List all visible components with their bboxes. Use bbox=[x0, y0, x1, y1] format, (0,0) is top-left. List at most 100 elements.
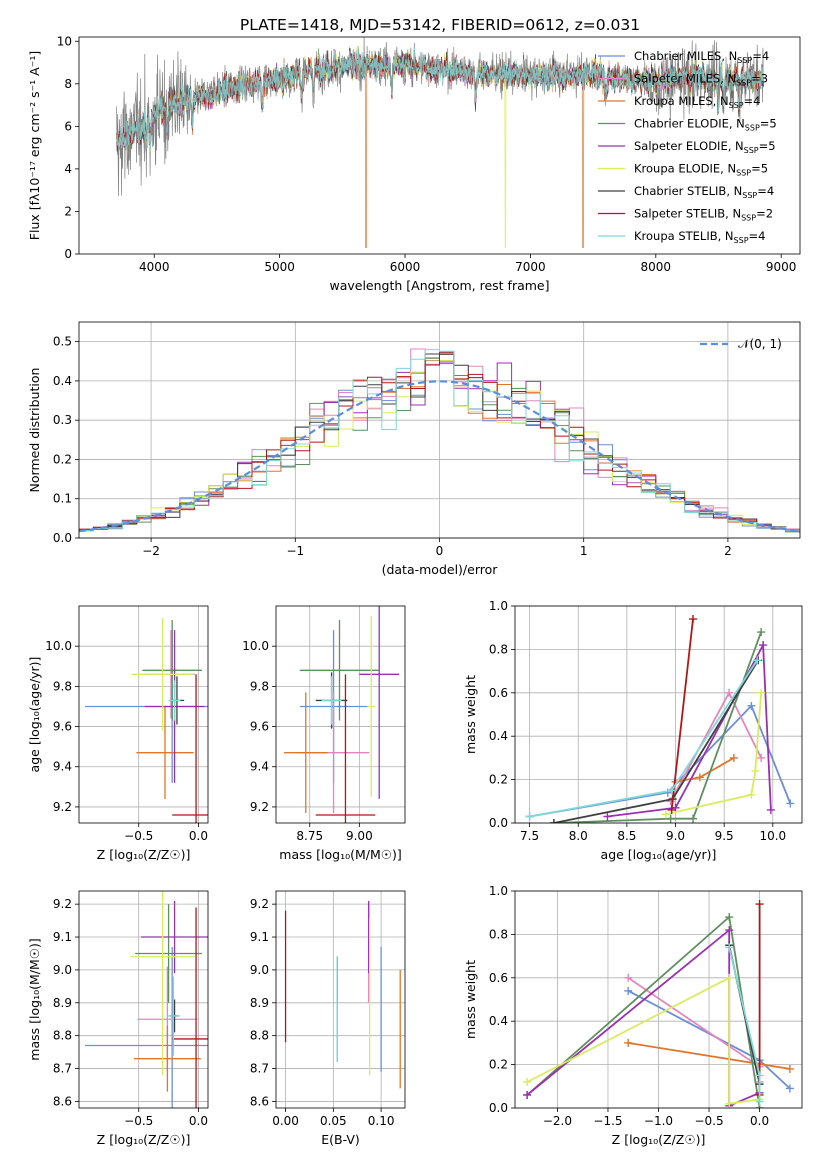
legend-label: Salpeter ELODIE, NSSP=5 bbox=[634, 139, 776, 155]
data-point-marker bbox=[766, 805, 775, 814]
mass-weight-line bbox=[526, 928, 760, 1108]
data-point-marker bbox=[523, 1090, 532, 1099]
data-point-marker bbox=[725, 688, 734, 697]
y-tick-label: 9.0 bbox=[250, 963, 269, 977]
data-point-marker bbox=[755, 1097, 764, 1106]
data-point-marker bbox=[624, 973, 633, 982]
y-tick-label: 0.4 bbox=[489, 1014, 508, 1028]
data-point-marker bbox=[689, 615, 698, 624]
y-tick-label: 9.8 bbox=[53, 679, 72, 693]
data-point-marker bbox=[755, 900, 764, 909]
legend-label: Kroupa STELIB, NSSP=4 bbox=[634, 229, 765, 245]
x-axis-label: E(B-V) bbox=[321, 1132, 360, 1147]
y-tick-label: 8.8 bbox=[250, 1029, 269, 1043]
x-tick-label: 0.10 bbox=[368, 1114, 395, 1128]
histogram-kroupa-stelib bbox=[79, 349, 800, 533]
y-tick-label: 9.0 bbox=[53, 963, 72, 977]
x-tick-label: 0.0 bbox=[750, 1114, 769, 1128]
y-tick-label: 9.4 bbox=[250, 760, 269, 774]
y-tick-label: 0.3 bbox=[53, 413, 72, 427]
y-tick-label: 0.2 bbox=[489, 773, 508, 787]
legend-subscript: SSP bbox=[744, 146, 759, 155]
y-tick-label: 1.0 bbox=[489, 599, 508, 613]
legend-nssp-value: =5 bbox=[759, 139, 776, 153]
y-tick-label: 10.0 bbox=[45, 639, 72, 653]
y-tick-label: 0.8 bbox=[489, 642, 508, 656]
axes-frame bbox=[275, 605, 406, 824]
legend-nssp-value: =2 bbox=[756, 207, 773, 221]
plot-spectrum: 4000 5000 6000 7000 8000 9000 0 2 4 6 8 10 wavelengt… bbox=[27, 34, 801, 293]
mass-weight-line bbox=[553, 631, 762, 823]
x-tick-label: 8.0 bbox=[569, 829, 588, 843]
y-tick-label: 0.6 bbox=[489, 686, 508, 700]
y-tick-label: 9.2 bbox=[250, 800, 269, 814]
model-spectrum-kroupa-stelib bbox=[116, 44, 764, 150]
data-point-marker bbox=[695, 773, 704, 782]
data-point-marker bbox=[747, 701, 756, 710]
plot-residuals: −2 −1 0 1 2 0.0 0.1 0.2 0.3 0.4 0.5 (data-model)/er… bbox=[27, 321, 801, 577]
legend-subscript: SSP bbox=[736, 79, 751, 88]
plot-mass-vs-Z: −0.5 0.0 8.6 8.7 8.8 8.9 9.0 9.1 9.2 Z [log₁₀(Z/Z… bbox=[27, 890, 209, 1147]
plot-area bbox=[79, 348, 800, 534]
data-point-marker bbox=[603, 812, 612, 821]
plot-area bbox=[525, 615, 795, 823]
axes-frame bbox=[514, 605, 803, 824]
x-tick-label: 9.5 bbox=[715, 829, 734, 843]
x-tick-label: −2.0 bbox=[543, 1114, 572, 1128]
y-tick-label: 4 bbox=[64, 162, 72, 176]
data-point-marker bbox=[725, 1099, 734, 1108]
data-point-marker bbox=[785, 1084, 794, 1093]
mass-weight-line bbox=[607, 641, 772, 818]
plot-mass-weight-vs-age: 7.5 8.0 8.5 9.0 9.5 10.0 0.0 0.2 0.4 0.6 0.8 1.0 age… bbox=[463, 599, 803, 862]
plot-mass-weight-vs-Z: −2.0 −1.5 −1.0 −0.5 0.0 0.0 0.2 0.4 0.6 0.8 1.0 Z [… bbox=[463, 884, 803, 1147]
y-tick-label: 9.8 bbox=[250, 679, 269, 693]
legend-nssp-value: =4 bbox=[752, 49, 769, 63]
x-tick-label: 8.5 bbox=[617, 829, 636, 843]
y-tick-label: 9.6 bbox=[250, 720, 269, 734]
data-point-marker bbox=[729, 753, 738, 762]
plot-area bbox=[284, 900, 401, 1089]
data-point-marker bbox=[689, 814, 698, 823]
legend-nssp-value: =4 bbox=[749, 229, 766, 243]
data-point-marker bbox=[725, 926, 734, 935]
data-point-marker bbox=[667, 805, 676, 814]
y-axis-label: Normed distribution bbox=[27, 368, 42, 493]
y-tick-label: 8.8 bbox=[53, 1029, 72, 1043]
y-axis-label: mass weight bbox=[463, 960, 478, 1039]
data-point-marker bbox=[757, 628, 766, 637]
y-tick-label: 0.6 bbox=[489, 971, 508, 985]
y-tick-label: 6 bbox=[64, 119, 72, 133]
data-point-marker bbox=[725, 943, 734, 952]
legend-subscript: SSP bbox=[745, 124, 760, 133]
mass-weight-line bbox=[665, 692, 762, 816]
plot-area bbox=[116, 37, 764, 248]
y-tick-label: 0.5 bbox=[53, 335, 72, 349]
x-axis-label: Z [log₁₀(Z/Z☉)] bbox=[612, 1132, 706, 1147]
data-point-marker bbox=[785, 1064, 794, 1073]
x-tick-label: 0.05 bbox=[320, 1114, 347, 1128]
x-tick-label: −0.5 bbox=[694, 1114, 723, 1128]
x-tick-label: 9000 bbox=[766, 260, 797, 274]
x-axis-label: mass [log₁₀(M/M☉)] bbox=[279, 847, 401, 862]
y-tick-label: 9.2 bbox=[53, 800, 72, 814]
y-tick-label: 0.0 bbox=[489, 1101, 508, 1115]
x-axis-label: Z [log₁₀(Z/Z☉)] bbox=[97, 847, 191, 862]
plot-age-vs-mass: 8.75 9.00 9.2 9.4 9.6 9.8 10.0 mass [log₁₀(M/M☉… bbox=[242, 605, 406, 862]
data-point-marker bbox=[755, 1071, 764, 1080]
legend-nssp-value: =3 bbox=[751, 72, 768, 86]
data-point-marker bbox=[667, 786, 676, 795]
x-tick-label: −1 bbox=[286, 544, 304, 558]
legend-subscript: SSP bbox=[741, 214, 756, 223]
data-point-marker bbox=[751, 766, 760, 775]
x-tick-label: 0.0 bbox=[189, 1114, 208, 1128]
x-tick-label: 2 bbox=[724, 544, 732, 558]
legend-subscript: SSP bbox=[734, 236, 749, 245]
y-axis-label: age [log₁₀(age/yr)] bbox=[27, 657, 42, 773]
plot-mass-vs-EBV: 0.00 0.05 0.10 8.6 8.7 8.8 8.9 9.0 9.1 9.2 E(B-V) bbox=[250, 890, 406, 1147]
data-point-marker bbox=[757, 688, 766, 697]
data-point-marker bbox=[525, 812, 534, 821]
data-point-marker bbox=[624, 986, 633, 995]
y-tick-label: 2 bbox=[64, 204, 72, 218]
y-tick-label: 9.2 bbox=[250, 897, 269, 911]
